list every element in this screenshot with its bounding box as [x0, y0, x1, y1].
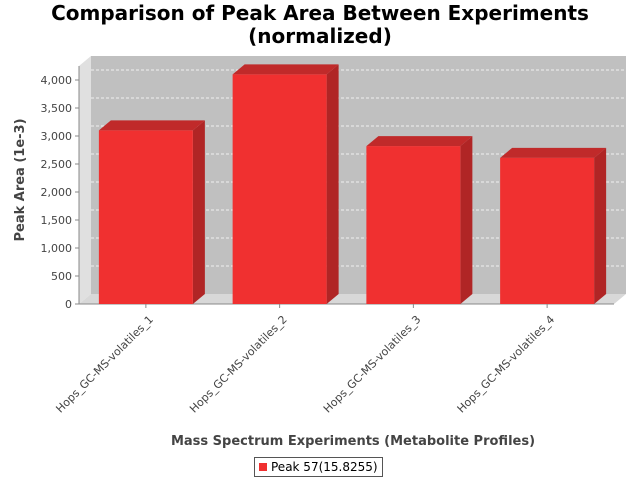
chart-title: Comparison of Peak Area Between Experime… [0, 2, 640, 48]
bar-side [192, 120, 205, 305]
bar [98, 130, 193, 304]
bar-side [594, 147, 607, 304]
x-tick-label: Hops_GC-MS-volatiles_3 [321, 313, 424, 416]
y-tick-label: 3,500 [41, 102, 73, 115]
y-tick-label: 3,000 [41, 130, 73, 143]
chart-title-line1: Comparison of Peak Area Between Experime… [51, 1, 589, 25]
y-tick-label: 1,000 [41, 242, 73, 255]
bar [232, 74, 327, 305]
chart-title-line2: (normalized) [248, 24, 392, 48]
x-tick-label: Hops_GC-MS-volatiles_4 [455, 313, 558, 416]
y-tick-label: 4,000 [41, 74, 73, 87]
legend-swatch [259, 463, 267, 471]
bar-side [326, 64, 339, 305]
x-tick-label: Hops_GC-MS-volatiles_1 [53, 313, 156, 416]
y-tick-label: 2,500 [41, 158, 73, 171]
bar-top [366, 136, 473, 147]
bar-top [500, 147, 607, 158]
plot-side-wall [79, 56, 91, 304]
y-tick-label: 1,500 [41, 214, 73, 227]
y-tick-label: 500 [51, 270, 72, 283]
x-axis-title: Mass Spectrum Experiments (Metabolite Pr… [171, 434, 535, 449]
bar-side [460, 136, 473, 304]
bar-top [98, 120, 205, 131]
legend: Peak 57(15.8255) [254, 457, 383, 477]
y-tick-label: 0 [65, 298, 72, 311]
plot-floor [79, 294, 626, 304]
legend-label: Peak 57(15.8255) [271, 460, 378, 474]
y-axis-title: Peak Area (1e-3) [13, 118, 28, 241]
x-tick-label: Hops_GC-MS-volatiles_2 [187, 313, 290, 416]
bar [500, 157, 595, 304]
bar-top [232, 64, 339, 75]
bar [366, 146, 461, 304]
y-tick-label: 2,000 [41, 186, 73, 199]
